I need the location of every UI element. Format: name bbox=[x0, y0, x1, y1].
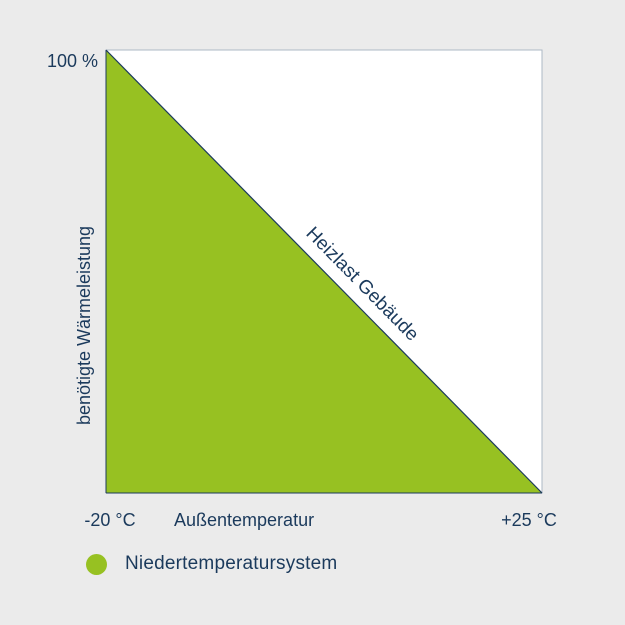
legend-swatch-icon bbox=[86, 553, 107, 575]
legend-label: Niedertemperatursystem bbox=[125, 553, 338, 574]
y-axis-label: benötigte Wärmeleistung bbox=[74, 226, 94, 425]
x-axis-label: Außentemperatur bbox=[174, 510, 314, 530]
x-tick-label-min: -20 °C bbox=[84, 510, 135, 530]
legend: Niedertemperatursystem bbox=[86, 552, 337, 576]
y-tick-label-max: 100 % bbox=[47, 51, 98, 71]
x-tick-label-max: +25 °C bbox=[501, 510, 557, 530]
heizlast-line bbox=[105, 49, 543, 494]
